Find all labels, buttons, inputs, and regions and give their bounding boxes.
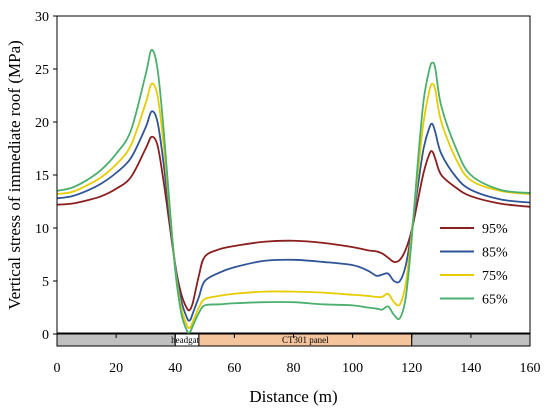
x-tick-label: 40 [168, 361, 182, 376]
y-tick-label: 20 [35, 116, 49, 131]
x-tick-label: 160 [520, 361, 541, 376]
x-tick-label: 20 [109, 361, 123, 376]
legend-label: 85% [482, 246, 508, 261]
series-line-95pct [56, 135, 531, 312]
x-axis-title: Distance (m) [249, 387, 337, 406]
legend-label: 65% [482, 293, 508, 308]
series-line-75pct [56, 82, 531, 330]
legend-label: 75% [482, 269, 508, 284]
y-tick-label: 0 [42, 328, 49, 343]
y-axis-ticks: 0 5 10 15 20 25 30 [35, 10, 57, 343]
y-tick-label: 10 [35, 222, 49, 237]
plot-frame [56, 15, 531, 335]
y-tick-label: 30 [35, 10, 49, 25]
x-tick-label: 100 [342, 361, 363, 376]
legend: 95% 85% 75% 65% [440, 222, 508, 308]
x-tick-label: 0 [54, 361, 61, 376]
strip-segment-3 [411, 332, 531, 347]
series-line-65pct [56, 49, 531, 334]
x-tick-label: 60 [227, 361, 241, 376]
legend-label: 95% [482, 222, 508, 237]
y-tick-label: 25 [35, 63, 49, 78]
panel-strip: headgate CT301 panel [56, 332, 531, 347]
series-lines [56, 49, 531, 334]
series-line-85pct [56, 110, 531, 322]
y-axis-title: Vertical stress of immediate roof (MPa) [5, 40, 24, 310]
x-tick-label: 120 [401, 361, 422, 376]
strip-label-2: CT301 panel [282, 335, 329, 345]
y-tick-label: 5 [42, 275, 49, 290]
x-axis-ticks: 0 20 40 60 80 100 120 140 160 [54, 334, 541, 376]
y-tick-label: 15 [35, 169, 49, 184]
x-tick-label: 80 [287, 361, 301, 376]
x-tick-label: 140 [460, 361, 481, 376]
strip-label-1: headgate [171, 335, 203, 345]
